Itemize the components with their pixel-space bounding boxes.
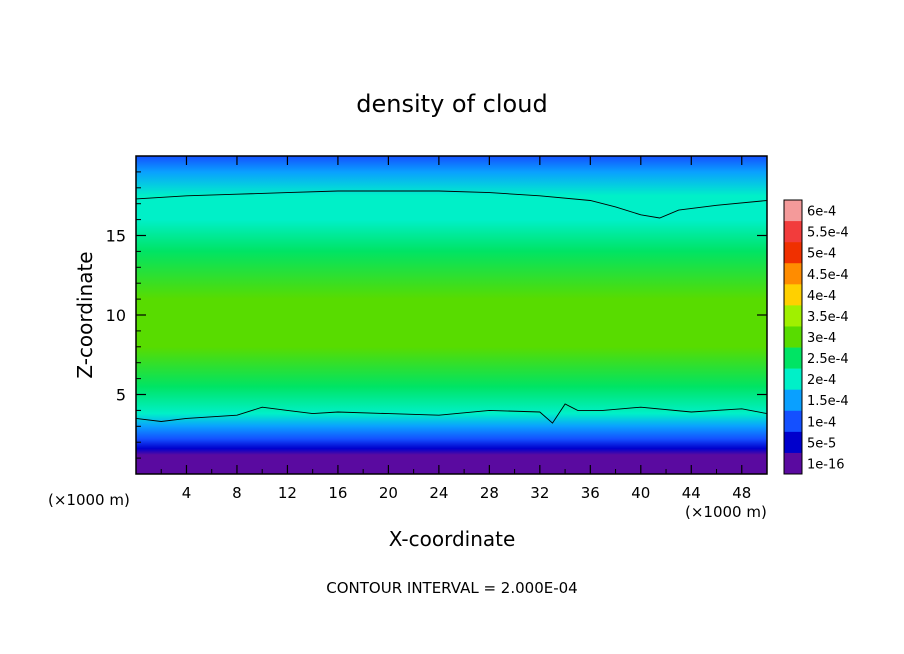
contour-lines [136, 190, 767, 424]
chart-title: density of cloud [356, 90, 547, 118]
colorbar-swatch [784, 263, 802, 285]
x-tick-label: 16 [328, 484, 347, 502]
colorbar-swatch [784, 389, 802, 412]
colorbar-swatch [784, 200, 802, 222]
colorbar-swatch [784, 452, 802, 475]
x-unit-label-left: (×1000 m) [48, 491, 130, 509]
y-axis-label: Z-coordinate [73, 251, 97, 378]
x-tick-label: 12 [278, 484, 297, 502]
colorbar-swatch [784, 242, 802, 264]
colorbar-label: 3.5e-4 [807, 310, 849, 325]
y-tick-label: 5 [116, 386, 126, 405]
x-tick-label: 20 [379, 484, 398, 502]
plot-area [135, 155, 768, 475]
colorbar-swatch [784, 431, 802, 454]
colorbar-swatch [784, 347, 802, 369]
contour-line [136, 403, 767, 424]
x-tick-label: 8 [232, 484, 242, 502]
colorbar-swatch [784, 221, 802, 243]
x-tick-label: 44 [682, 484, 701, 502]
colorbar-label: 1.5e-4 [807, 394, 849, 409]
colorbar-frame [783, 199, 803, 475]
colorbar-swatch [784, 326, 802, 348]
colorbar-label: 6e-4 [807, 205, 836, 220]
y-tick-label: 10 [106, 306, 126, 325]
colorbar-label: 1e-16 [807, 458, 845, 473]
colorbar-swatch [784, 284, 802, 306]
y-axis: 5 10 15 [106, 171, 767, 459]
colorbar-label: 1e-4 [807, 415, 836, 430]
x-tick-label: 24 [429, 484, 448, 502]
x-axis-label: X-coordinate [389, 527, 516, 551]
colorbar-label: 5e-5 [807, 436, 836, 451]
x-unit-label-right: (×1000 m) [685, 503, 767, 521]
x-tick-label: 4 [182, 484, 192, 502]
cloud-density-field [136, 156, 767, 474]
x-tick-label: 32 [530, 484, 549, 502]
colorbar-label: 2.5e-4 [807, 352, 849, 367]
y-tick-label: 15 [106, 227, 126, 246]
x-tick-label: 40 [631, 484, 650, 502]
colorbar-swatch [784, 410, 802, 433]
x-tick-label: 36 [581, 484, 600, 502]
colorbar-swatch [784, 368, 802, 390]
contour-line [136, 190, 767, 219]
x-tick-label: 48 [732, 484, 751, 502]
colorbar-label: 5e-4 [807, 247, 836, 262]
colorbar-label: 2e-4 [807, 373, 836, 388]
contour-interval-note: CONTOUR INTERVAL = 2.000E-04 [326, 579, 577, 597]
colorbar-label: 4.5e-4 [807, 268, 849, 283]
colorbar-label: 5.5e-4 [807, 226, 849, 241]
x-tick-label: 28 [480, 484, 499, 502]
x-axis: 4 8 12 16 20 24 28 32 36 40 44 48 [160, 156, 751, 502]
colorbar-label: 4e-4 [807, 289, 836, 304]
colorbar-label: 3e-4 [807, 331, 836, 346]
colorbar: 6e-4 5.5e-4 5e-4 4.5e-4 4e-4 3.5e-4 3e-4 2.5e-4… [783, 199, 849, 475]
colorbar-swatch [784, 305, 802, 327]
